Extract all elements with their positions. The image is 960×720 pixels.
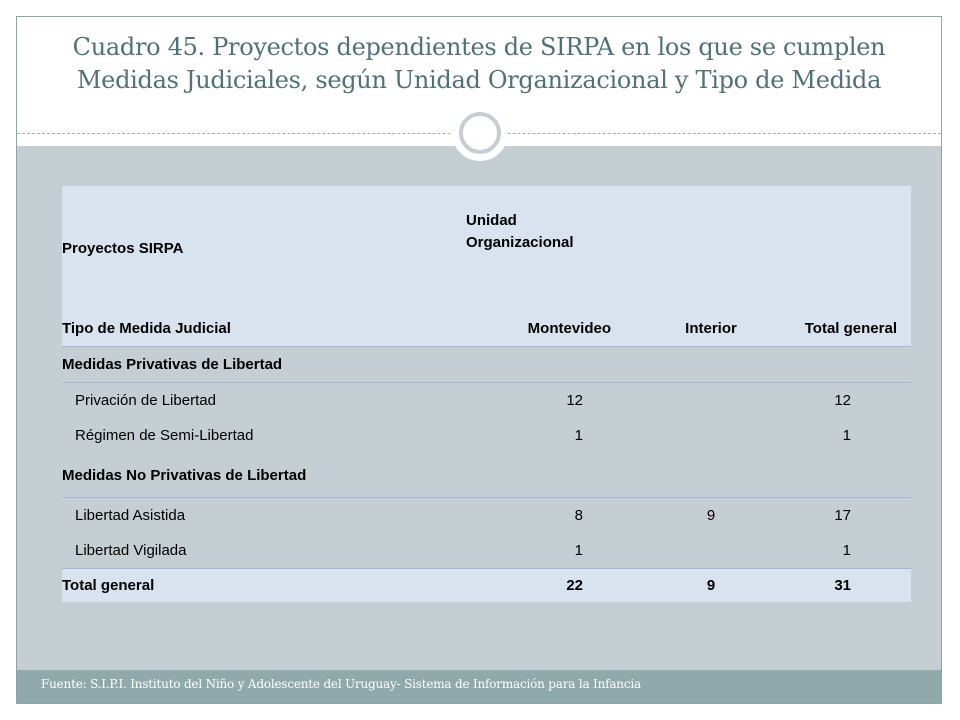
table-header-row-2: Tipo de Medida Judicial Montevideo Inter… <box>62 310 911 347</box>
section-row: Medidas No Privativas de Libertad <box>62 453 911 498</box>
total-general: 31 <box>779 568 911 602</box>
section-row: Medidas Privativas de Libertad <box>62 346 911 383</box>
section-label: Medidas No Privativas de Libertad <box>62 453 911 498</box>
header-unidad: Unidad <box>466 212 517 229</box>
cell-montevideo: 8 <box>574 507 583 524</box>
table-header-row-1: Proyectos SIRPA Unidad Organizacional <box>62 186 911 310</box>
header-proyectos-sirpa: Proyectos SIRPA <box>62 186 461 310</box>
circle-ornament-icon <box>452 105 508 161</box>
cell-interior <box>643 418 779 453</box>
column-header-montevideo: Montevideo <box>461 310 643 347</box>
cell-montevideo: 1 <box>574 427 583 444</box>
column-header-tipo: Tipo de Medida Judicial <box>62 310 461 347</box>
cell-total: 12 <box>834 392 851 409</box>
table-row: Libertad Vigilada 1 1 <box>62 533 911 569</box>
header-unidad-organizacional: Unidad Organizacional <box>461 186 911 310</box>
table-row: Libertad Asistida 8 9 17 <box>62 498 911 534</box>
title-line-2: Medidas Judiciales, según Unidad Organiz… <box>76 66 882 94</box>
table-row: Régimen de Semi-Libertad 1 1 <box>62 418 911 453</box>
column-header-total: Total general <box>779 310 911 347</box>
footer-source: Fuente: S.I.P.I. Instituto del Niño y Ad… <box>41 677 641 691</box>
row-label: Libertad Vigilada <box>75 542 187 559</box>
cell-interior: 9 <box>706 507 716 524</box>
cell-total: 1 <box>842 542 851 559</box>
cell-interior <box>643 533 779 569</box>
table-row: Privación de Libertad 12 12 <box>62 383 911 419</box>
row-label: Privación de Libertad <box>75 392 216 409</box>
cell-interior <box>643 383 779 419</box>
cell-total: 17 <box>834 507 851 524</box>
total-row: Total general 22 9 31 <box>62 568 911 602</box>
section-label: Medidas Privativas de Libertad <box>62 346 911 383</box>
total-label: Total general <box>62 568 461 602</box>
cell-montevideo: 1 <box>574 542 583 559</box>
total-interior: 9 <box>643 568 779 602</box>
header-organizacional: Organizacional <box>466 234 574 251</box>
cell-total: 1 <box>842 427 851 444</box>
total-montevideo: 22 <box>461 568 643 602</box>
footer-bar: Fuente: S.I.P.I. Instituto del Niño y Ad… <box>17 670 941 703</box>
column-header-interior: Interior <box>643 310 779 347</box>
ornament-ring <box>459 112 501 154</box>
row-label: Libertad Asistida <box>75 507 186 524</box>
slide-title: Cuadro 45. Proyectos dependientes de SIR… <box>17 31 941 97</box>
data-table: Proyectos SIRPA Unidad Organizacional Ti… <box>62 186 911 602</box>
cell-montevideo: 12 <box>566 392 583 409</box>
title-line-1: Cuadro 45. Proyectos dependientes de SIR… <box>72 33 886 61</box>
row-label: Régimen de Semi-Libertad <box>75 427 254 444</box>
